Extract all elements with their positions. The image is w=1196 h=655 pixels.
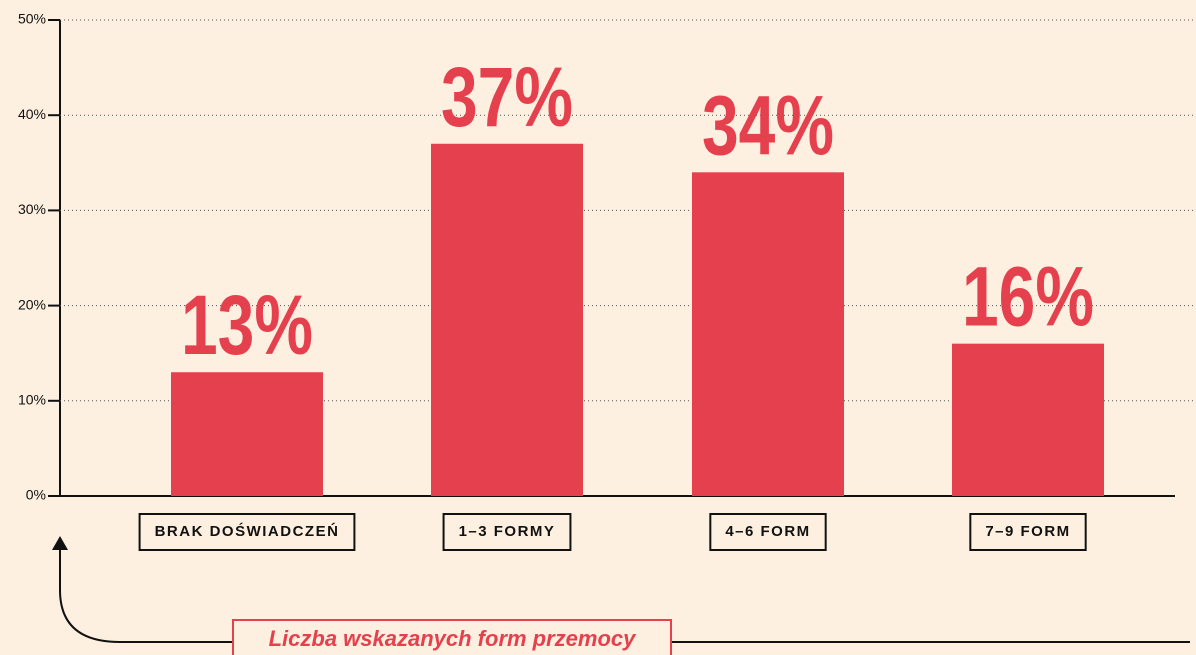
bar [692,172,844,496]
y-tick-label: 40% [18,106,46,122]
bar [952,343,1104,496]
y-tick-label: 10% [18,392,46,408]
x-tick-label: 7–9 FORM [985,523,1070,540]
arrow-head [52,536,68,550]
category-box [709,513,827,551]
y-tick-label: 20% [18,296,46,312]
bar [431,143,583,496]
y-tick-label: 30% [18,201,46,217]
y-tick-label: 0% [26,487,46,503]
category-box [138,513,356,551]
axis-arrow [59,548,1190,643]
value-label: 13% [181,278,313,372]
bar [171,372,323,496]
x-tick-label: 1–3 FORMY [459,523,556,540]
x-axis-label: Liczba wskazanych form przemocy [269,626,638,651]
value-label: 16% [962,250,1094,344]
category-box [969,513,1087,551]
value-label: 34% [702,78,834,172]
category-box [442,513,572,551]
y-tick-label: 50% [18,11,46,27]
x-tick-label: BRAK DOŚWIADCZEŃ [155,522,340,540]
x-label-box [232,619,672,655]
x-tick-label: 4–6 FORM [725,523,810,540]
value-label: 37% [441,50,573,144]
